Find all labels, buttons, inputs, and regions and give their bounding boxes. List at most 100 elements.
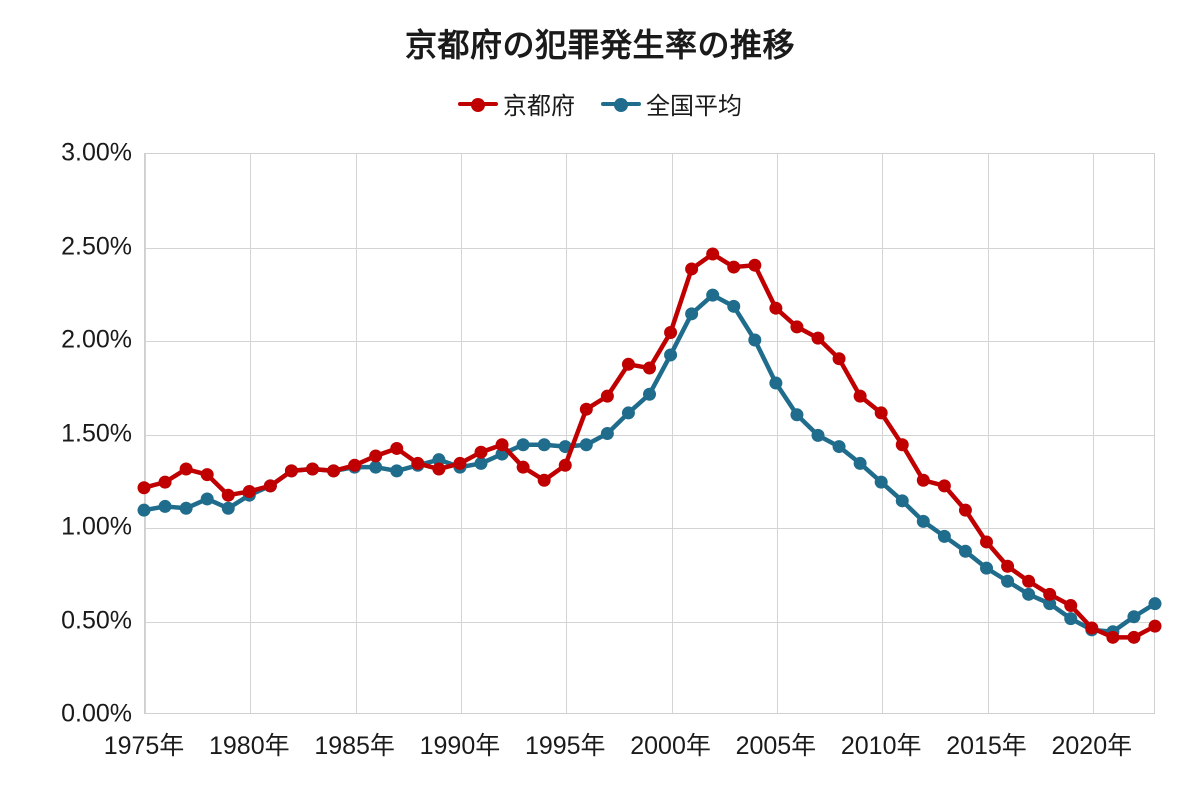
data-point[interactable]: [1064, 599, 1078, 613]
data-point[interactable]: [1148, 619, 1162, 633]
data-point[interactable]: [706, 247, 720, 261]
data-point[interactable]: [474, 456, 488, 470]
data-point[interactable]: [495, 438, 509, 452]
data-point[interactable]: [832, 440, 846, 454]
data-point[interactable]: [1127, 610, 1141, 624]
data-point[interactable]: [769, 301, 783, 315]
data-point[interactable]: [790, 320, 804, 334]
data-point[interactable]: [937, 479, 951, 493]
data-point[interactable]: [306, 462, 319, 476]
data-point[interactable]: [137, 503, 151, 517]
data-point[interactable]: [1106, 630, 1120, 644]
data-point[interactable]: [874, 475, 888, 489]
data-point[interactable]: [369, 449, 383, 463]
data-point[interactable]: [874, 406, 888, 420]
data-point[interactable]: [727, 299, 741, 313]
data-point[interactable]: [958, 544, 972, 558]
data-point[interactable]: [958, 503, 972, 517]
x-axis-tick-label: 1990年: [419, 732, 501, 760]
data-point[interactable]: [474, 445, 488, 459]
data-point[interactable]: [558, 440, 572, 454]
data-point[interactable]: [685, 262, 699, 276]
data-point[interactable]: [221, 501, 235, 515]
y-axis-tick-label: 2.50%: [61, 232, 132, 260]
gridline-horizontal: [145, 621, 1154, 623]
data-point[interactable]: [600, 389, 614, 403]
data-point[interactable]: [832, 352, 846, 366]
data-point[interactable]: [748, 258, 762, 272]
data-point[interactable]: [327, 464, 341, 478]
data-point[interactable]: [748, 333, 762, 347]
data-point[interactable]: [811, 331, 825, 345]
data-point[interactable]: [348, 458, 362, 472]
data-point[interactable]: [390, 464, 404, 478]
data-point[interactable]: [937, 529, 951, 543]
data-point[interactable]: [516, 438, 530, 452]
legend-item-national-average[interactable]: 全国平均: [601, 86, 742, 121]
data-point[interactable]: [643, 387, 656, 401]
data-point[interactable]: [664, 326, 678, 340]
y-axis-tick-label: 3.00%: [61, 138, 132, 167]
data-point[interactable]: [706, 288, 720, 302]
data-point[interactable]: [558, 458, 572, 472]
data-point[interactable]: [537, 473, 551, 487]
data-point[interactable]: [200, 492, 214, 506]
data-point[interactable]: [727, 260, 741, 274]
data-point[interactable]: [1022, 574, 1036, 588]
data-point[interactable]: [1022, 587, 1036, 601]
data-point[interactable]: [537, 438, 551, 452]
data-point[interactable]: [432, 453, 446, 467]
data-point[interactable]: [895, 438, 909, 452]
data-point[interactable]: [1127, 630, 1141, 644]
legend-label-kyoto: 京都府: [503, 93, 575, 120]
data-point[interactable]: [390, 441, 404, 455]
series-national-average: [137, 288, 1162, 639]
data-point[interactable]: [643, 361, 656, 375]
y-axis-tick-label: 1.00%: [61, 512, 132, 541]
data-point[interactable]: [1043, 587, 1057, 601]
data-point[interactable]: [980, 561, 993, 575]
data-point[interactable]: [516, 460, 530, 474]
data-point[interactable]: [853, 389, 867, 403]
legend-dot-national-average: [614, 97, 628, 112]
data-point[interactable]: [600, 427, 614, 440]
data-point[interactable]: [916, 514, 930, 528]
data-point[interactable]: [685, 307, 699, 321]
gridline-vertical: [566, 154, 568, 713]
data-point[interactable]: [1001, 574, 1015, 588]
data-point[interactable]: [179, 462, 193, 476]
data-point[interactable]: [853, 456, 867, 470]
data-point[interactable]: [1043, 597, 1057, 611]
data-point[interactable]: [179, 501, 193, 515]
data-point[interactable]: [158, 499, 172, 513]
data-point[interactable]: [137, 481, 151, 495]
data-point[interactable]: [769, 376, 783, 390]
data-point[interactable]: [1085, 621, 1099, 635]
data-point[interactable]: [411, 456, 425, 470]
data-point[interactable]: [1148, 597, 1162, 611]
data-point[interactable]: [980, 535, 993, 549]
page-title: 京都府の犯罪発生率の推移: [404, 27, 795, 63]
data-point[interactable]: [200, 468, 214, 482]
data-point[interactable]: [221, 488, 235, 502]
data-point[interactable]: [811, 428, 825, 442]
data-point[interactable]: [621, 406, 635, 420]
data-point[interactable]: [579, 438, 593, 452]
data-point[interactable]: [664, 348, 678, 362]
data-point[interactable]: [916, 473, 930, 487]
data-point[interactable]: [242, 484, 256, 498]
legend-item-kyoto[interactable]: 京都府: [458, 86, 575, 121]
data-point[interactable]: [432, 462, 446, 476]
data-point[interactable]: [790, 408, 804, 422]
data-point[interactable]: [579, 402, 593, 416]
data-point[interactable]: [621, 357, 635, 371]
data-point[interactable]: [369, 460, 383, 474]
data-point[interactable]: [895, 494, 909, 508]
data-point[interactable]: [284, 464, 298, 478]
data-point[interactable]: [453, 456, 467, 470]
data-point[interactable]: [1001, 559, 1015, 573]
data-point[interactable]: [263, 479, 277, 493]
data-point[interactable]: [1064, 612, 1078, 626]
gridline-vertical: [671, 154, 673, 713]
data-point[interactable]: [158, 475, 172, 489]
